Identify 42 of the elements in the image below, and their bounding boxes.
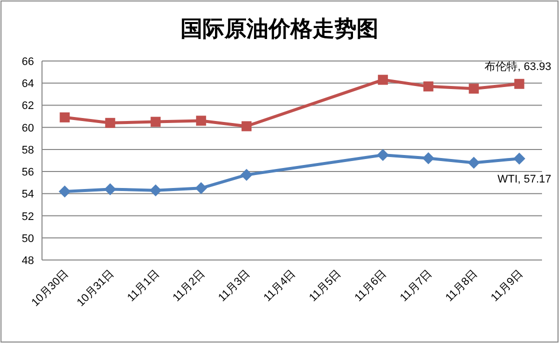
y-tick-label: 56 [22,166,34,179]
point [104,183,116,196]
y-tick-label: 48 [22,255,34,267]
annotation: 布伦特, 63.93 [484,60,552,73]
point [242,121,252,132]
point [150,116,161,127]
point [195,182,208,194]
point [376,148,389,161]
point [58,185,71,198]
y-tick-label: 52 [22,210,34,223]
y-tick-label: 64 [22,78,34,90]
x-tick-label: 11月7日 [398,268,434,304]
x-tick-label: 11月1日 [125,268,162,304]
point [513,152,526,165]
point [423,81,434,92]
x-tick-label: 11月3日 [216,268,253,304]
point [196,116,206,126]
y-tick-label: 50 [22,232,34,245]
x-tick-label: 10月30日 [29,268,71,309]
y-tick-label: 66 [22,56,34,68]
y-tick-label: 62 [22,100,34,112]
annotation: WTI, 57.17 [497,174,552,186]
x-tick-label: 11月4日 [262,268,298,304]
x-tick-label: 11月9日 [488,268,526,304]
x-tick-label: 10月31日 [74,268,116,309]
y-tick-label: 60 [22,122,34,134]
point [60,112,70,122]
point [105,118,116,128]
y-tick-label: 58 [22,144,34,156]
x-tick-label: 11月5日 [307,268,344,304]
x-tick-label: 11月8日 [443,268,480,304]
chart-title: 国际原油价格走势图 [180,16,378,41]
point [514,78,524,89]
point [468,84,479,94]
point [150,184,162,196]
x-tick-label: 11月2日 [170,268,208,304]
point [422,152,434,164]
point [240,168,253,181]
point [468,156,480,169]
point [378,74,388,85]
y-tick-label: 54 [22,188,34,201]
x-tick-label: 11月6日 [352,268,390,304]
